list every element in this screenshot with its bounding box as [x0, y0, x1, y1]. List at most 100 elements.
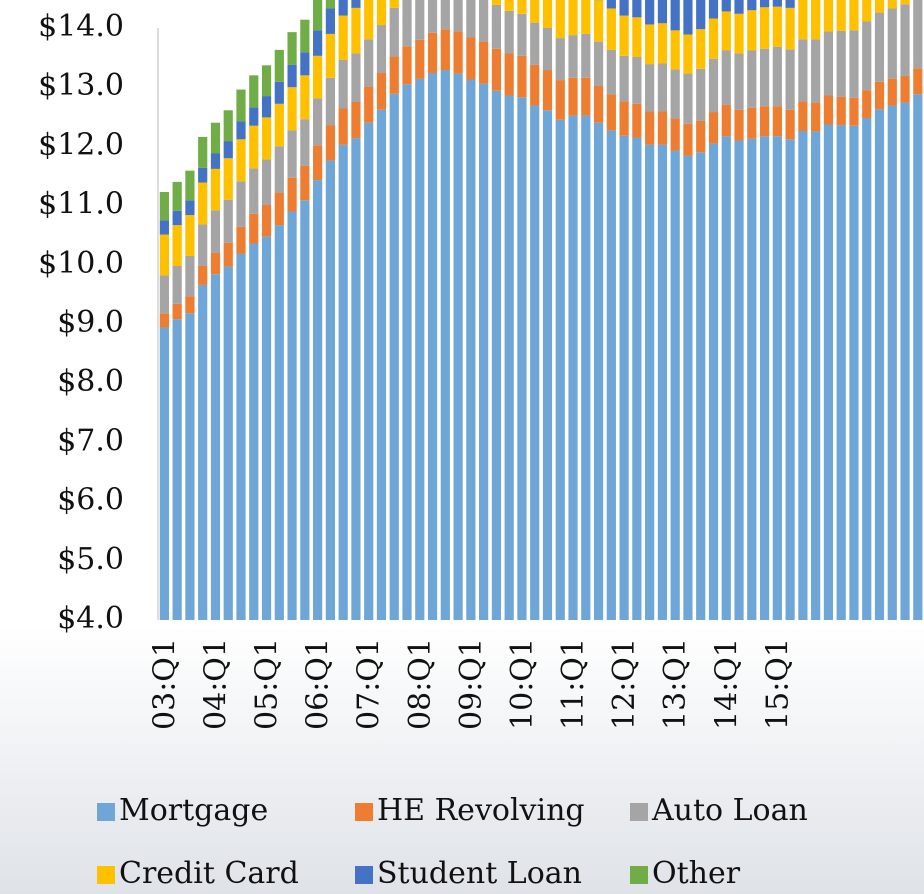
bar-segment	[185, 170, 195, 201]
bar-segment	[772, 6, 782, 47]
bar-segment	[874, 0, 885, 13]
bar-segment	[172, 319, 182, 620]
bar-segment	[759, 136, 770, 620]
bar-segment	[287, 177, 297, 212]
bar-segment	[466, 0, 476, 38]
bar-segment	[530, 105, 540, 620]
bar-segment	[172, 210, 182, 226]
bar-segment	[721, 104, 731, 137]
bar-segment	[823, 124, 834, 620]
bar-segment	[274, 192, 284, 226]
bar-segment	[606, 49, 616, 95]
bar-segment	[568, 35, 578, 78]
bar-segment	[632, 57, 642, 104]
bar-segment	[517, 97, 527, 621]
bar-segment	[466, 37, 476, 80]
bar-segment	[747, 107, 757, 139]
bar-segment	[389, 7, 399, 57]
bar-segment	[862, 21, 872, 91]
bar-segment	[683, 123, 693, 156]
bar-segment	[223, 158, 233, 200]
bar-segment	[913, 68, 923, 95]
bar-segment	[657, 63, 668, 112]
legend-swatch	[630, 866, 648, 884]
bar-segment	[338, 144, 348, 620]
bar-segment	[261, 117, 272, 160]
bar-segment	[351, 53, 361, 102]
bar-segment	[185, 296, 195, 314]
x-tick-label: 12:Q1	[607, 638, 642, 730]
bar-segment	[913, 94, 923, 620]
bar-segment	[785, 109, 795, 140]
bar-segment	[683, 73, 693, 124]
bar-segment	[415, 39, 425, 79]
bar-segment	[172, 225, 182, 266]
bar-segment	[389, 56, 399, 94]
x-tick-label: 10:Q1	[505, 638, 540, 730]
bar-segment	[862, 117, 872, 620]
bar-segment	[785, 7, 795, 50]
bar-segment	[862, 90, 872, 118]
bar-segment	[210, 210, 221, 253]
bar-segment	[223, 266, 233, 620]
bar-segment	[721, 136, 731, 620]
bar-segment	[645, 111, 655, 145]
bar-segment	[300, 119, 310, 166]
bar-segment	[657, 0, 668, 24]
y-tick-label: $13.0	[38, 68, 124, 103]
bar-segment	[708, 0, 719, 19]
bar-segment	[670, 0, 680, 31]
bar-segment	[530, 0, 540, 23]
bar-segment	[645, 64, 655, 112]
bar-segment	[887, 0, 897, 9]
bar-segment	[198, 265, 208, 285]
legend-label: Mortgage	[119, 793, 268, 828]
bar-segment	[261, 159, 272, 206]
bar-segment	[581, 0, 591, 34]
bar-segment	[619, 135, 629, 620]
bar-segment	[376, 25, 387, 73]
bar-segment	[376, 72, 387, 110]
y-tick-label: $6.0	[57, 483, 124, 518]
bar-segment	[185, 313, 195, 620]
bar-segment	[223, 242, 233, 267]
bar-segment	[619, 15, 629, 56]
bar-segment	[185, 200, 195, 216]
bar-segment	[696, 68, 706, 121]
bar-segment	[798, 101, 808, 132]
bar-segment	[772, 46, 782, 107]
bar-segment	[683, 34, 693, 74]
bar-segment	[747, 10, 757, 51]
bar-segment	[683, 0, 693, 35]
bar-segment	[479, 41, 489, 84]
bar-segment	[874, 12, 885, 82]
bar-segment	[249, 125, 259, 169]
bar-segment	[836, 30, 846, 97]
bar-segment	[542, 70, 553, 111]
bar-segment	[517, 13, 527, 56]
bar-segment	[249, 243, 259, 620]
bar-segment	[274, 225, 284, 621]
bar-segment	[900, 0, 910, 5]
bar-segment	[364, 122, 374, 620]
bar-segment	[364, 86, 374, 123]
bar-segment	[440, 70, 450, 621]
x-tick-label: 04:Q1	[198, 638, 233, 730]
bar-segment	[325, 160, 335, 620]
bar-segment	[900, 4, 910, 76]
bar-segment	[274, 103, 284, 147]
bar-segment	[172, 303, 182, 320]
x-tick-label: 09:Q1	[454, 638, 489, 730]
bar-segment	[313, 0, 323, 31]
bar-segment	[568, 115, 578, 620]
bar-segment	[632, 103, 642, 138]
bar-segment	[325, 8, 335, 34]
bar-segment	[236, 181, 246, 227]
bar-segment	[300, 165, 310, 201]
bar-segment	[300, 19, 310, 53]
bar-segment	[402, 46, 412, 85]
bar-segment	[198, 284, 208, 620]
legend-label: Student Loan	[377, 856, 582, 891]
bar-segment	[210, 153, 221, 169]
